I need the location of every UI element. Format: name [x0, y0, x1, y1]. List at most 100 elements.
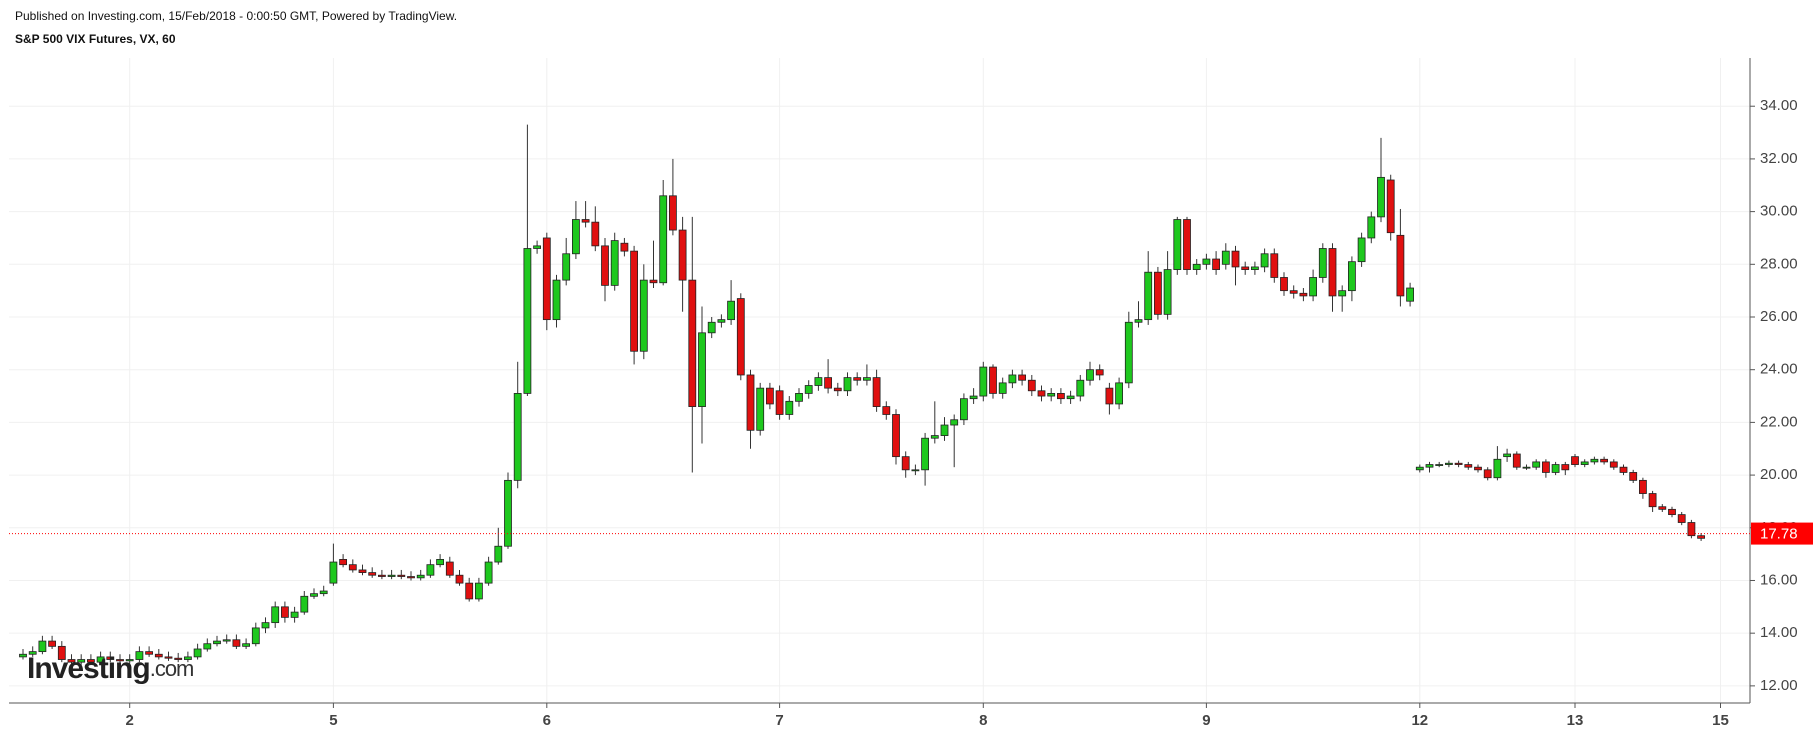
candle-body [610, 240, 619, 286]
y-tick-label: 26.00 [1760, 308, 1798, 325]
candle-body [707, 321, 716, 334]
candle-body [1221, 250, 1230, 265]
candle-body [1619, 466, 1628, 473]
candle-body [426, 564, 435, 576]
candle-body [300, 595, 309, 613]
candle-body [1115, 382, 1123, 405]
candle-body [882, 406, 891, 415]
candle-body [1483, 469, 1492, 479]
candle-body [203, 643, 212, 650]
candle-body [1542, 461, 1550, 473]
candle-body [1367, 216, 1376, 239]
y-tick-label: 34.00 [1760, 97, 1798, 114]
candle-body [930, 435, 939, 439]
price-label: 17.78 [1760, 526, 1798, 543]
candle-body [659, 195, 668, 284]
candle-body [116, 659, 124, 662]
candle-body [960, 398, 968, 421]
y-tick-label: 12.00 [1760, 677, 1798, 694]
candle-body [1396, 234, 1405, 297]
candle-body [804, 385, 813, 394]
candle-body [1512, 453, 1521, 468]
candle-body [911, 469, 920, 472]
candle-body [1076, 379, 1085, 397]
candle-body [591, 221, 600, 247]
candle-body [474, 582, 483, 600]
candle-body [1134, 319, 1143, 323]
candle-body [863, 377, 871, 381]
candle-body [833, 387, 842, 392]
candle-body [183, 656, 192, 660]
candle-body [38, 640, 47, 653]
candle-body [387, 574, 396, 577]
candle-body [892, 414, 900, 458]
candle-body [1677, 514, 1686, 523]
candle-body [358, 569, 367, 573]
candle-body [1173, 219, 1182, 270]
candle-body [601, 245, 609, 286]
candle-body [135, 651, 144, 660]
x-tick-label: 7 [775, 712, 783, 729]
candle-body [242, 643, 251, 647]
candle-body [1580, 461, 1589, 465]
candle-body [222, 639, 231, 642]
candle-body [1532, 461, 1541, 468]
candle-body [1493, 458, 1502, 479]
candle-body [1600, 458, 1608, 463]
candle-body [261, 622, 270, 629]
candle-body [1299, 292, 1308, 297]
candle-body [19, 653, 27, 658]
candle-body [1018, 374, 1026, 381]
candle-body [1639, 479, 1647, 494]
x-tick-label: 5 [329, 712, 337, 729]
candle-body [1183, 219, 1191, 270]
candle-body [1057, 393, 1065, 400]
candle-body [727, 300, 735, 321]
y-tick-label: 24.00 [1760, 361, 1798, 378]
candle-body [1464, 464, 1473, 468]
candle-body [1503, 453, 1511, 458]
candle-body [969, 395, 978, 400]
candle-body [164, 656, 173, 659]
candle-body [736, 298, 745, 376]
candle-body [125, 659, 134, 662]
candle-body [1454, 462, 1463, 465]
candle-body [746, 374, 755, 431]
candle-body [1144, 271, 1153, 321]
candle-body [639, 279, 648, 352]
candle-body [290, 611, 299, 618]
candle-body [280, 606, 289, 618]
candle-body [814, 377, 823, 386]
candle-body [1309, 277, 1317, 297]
candle-body [1377, 176, 1385, 218]
candle-body [1251, 266, 1259, 270]
candle-body [87, 659, 95, 663]
x-tick-label: 9 [1202, 712, 1210, 729]
candle-body [1095, 369, 1104, 376]
candle-body [1561, 464, 1570, 471]
watermark-suffix: .com [150, 656, 194, 681]
candle-body [562, 253, 571, 281]
candle-body [1687, 522, 1696, 537]
symbol-title: S&P 500 VIX Futures, VX, 60 [15, 32, 176, 46]
candle-body [504, 479, 512, 547]
candle-body [1192, 263, 1201, 270]
y-tick-label: 20.00 [1760, 466, 1798, 483]
candle-body [455, 574, 464, 584]
y-tick-label: 14.00 [1760, 624, 1798, 641]
candle-body [1590, 458, 1599, 463]
candle-body [940, 424, 949, 436]
candle-body [756, 387, 765, 431]
y-tick-label: 16.00 [1760, 571, 1798, 588]
candle-body [1289, 290, 1298, 294]
candle-body [416, 574, 425, 579]
candle-body [251, 627, 260, 645]
candle-body [1066, 395, 1075, 400]
candle-body [795, 393, 803, 402]
candle-body [77, 659, 86, 663]
candle-body [1105, 387, 1114, 405]
candle-body [145, 651, 154, 655]
candle-body [319, 590, 328, 595]
candle-body [872, 377, 881, 407]
